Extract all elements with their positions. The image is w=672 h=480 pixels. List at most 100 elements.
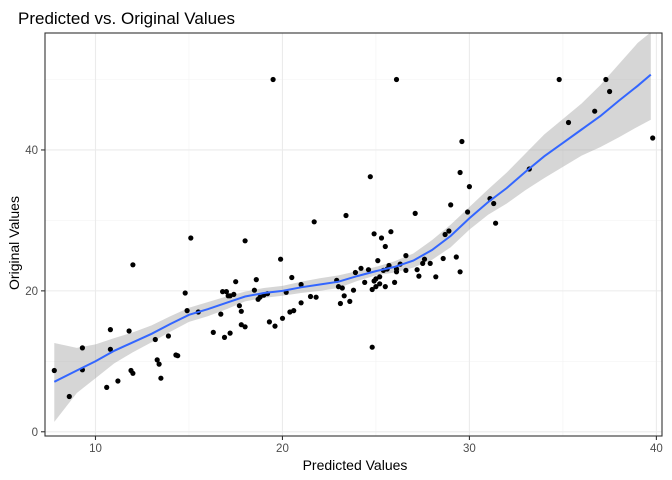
data-point <box>115 378 121 384</box>
x-tick-label: 20 <box>276 443 289 455</box>
data-point <box>603 76 609 83</box>
data-point <box>231 291 237 297</box>
data-point <box>421 256 428 262</box>
data-point <box>371 231 377 237</box>
data-point <box>266 319 272 325</box>
data-point <box>233 279 239 285</box>
data-point <box>257 294 263 300</box>
data-point <box>188 235 194 241</box>
data-point <box>242 238 248 244</box>
data-point <box>152 336 158 343</box>
x-tick-label: 30 <box>463 443 476 455</box>
data-point <box>236 303 242 309</box>
y-tick-label: 20 <box>25 286 38 298</box>
data-point <box>291 308 297 314</box>
data-point <box>367 174 373 180</box>
data-point <box>442 231 448 238</box>
data-point <box>130 370 136 376</box>
data-point <box>107 346 113 352</box>
data-point <box>403 267 409 273</box>
data-point <box>158 375 164 381</box>
data-point <box>175 353 181 359</box>
data-point <box>420 260 426 266</box>
data-point <box>289 274 295 281</box>
y-tick-label: 0 <box>32 427 38 439</box>
data-point <box>448 202 454 208</box>
data-point <box>392 279 398 285</box>
data-point <box>242 324 248 330</box>
data-point <box>427 260 433 266</box>
data-point <box>270 76 276 83</box>
data-point <box>373 284 379 290</box>
data-point <box>565 119 572 126</box>
data-point <box>433 274 439 280</box>
data-point <box>446 228 452 234</box>
grid-lines <box>45 33 662 436</box>
data-point <box>386 262 392 269</box>
data-point <box>607 88 613 95</box>
data-point <box>154 357 160 363</box>
data-point <box>227 330 233 336</box>
data-point <box>362 279 368 285</box>
data-point <box>403 253 409 259</box>
data-point <box>238 322 244 328</box>
smooth-line <box>53 73 652 383</box>
data-point <box>272 323 278 329</box>
data-point <box>165 333 171 339</box>
data-point <box>298 281 304 288</box>
data-point <box>341 293 347 299</box>
data-point <box>365 267 372 273</box>
data-point <box>66 393 72 400</box>
y-axis-title: Original Values <box>6 196 22 290</box>
data-point <box>393 76 400 83</box>
data-point <box>238 308 244 314</box>
data-point <box>253 277 259 283</box>
data-point <box>218 311 224 317</box>
y-axis: 0 20 40 <box>25 145 45 439</box>
data-point <box>412 210 418 216</box>
data-point <box>220 289 226 295</box>
data-point <box>382 284 388 290</box>
data-point <box>382 243 388 250</box>
data-point <box>104 384 110 390</box>
data-point <box>339 285 345 291</box>
data-point <box>377 281 383 287</box>
data-point <box>493 220 499 226</box>
data-point <box>491 200 497 207</box>
data-point <box>350 287 357 293</box>
data-point <box>210 329 216 335</box>
data-point <box>251 287 257 293</box>
data-point <box>466 184 472 190</box>
data-point <box>298 300 304 306</box>
data-point <box>184 308 190 314</box>
data-point <box>369 344 375 350</box>
data-point <box>51 367 57 374</box>
data-point <box>278 256 284 262</box>
data-point <box>313 294 319 300</box>
x-axis-title: Predicted Values <box>303 457 408 473</box>
data-point <box>457 169 463 176</box>
data-point <box>369 286 375 293</box>
data-point <box>377 274 383 280</box>
data-point <box>182 290 188 296</box>
data-point <box>457 269 463 275</box>
data-point <box>130 262 136 268</box>
data-point <box>556 76 562 83</box>
data-point <box>126 328 132 334</box>
data-point <box>352 269 358 276</box>
x-axis: 10 20 30 40 <box>89 436 663 455</box>
data-point <box>279 315 286 321</box>
data-point <box>414 267 420 273</box>
data-point <box>465 209 471 215</box>
data-point <box>375 258 381 264</box>
data-point <box>107 327 113 333</box>
data-point <box>440 255 446 262</box>
data-point <box>337 300 343 307</box>
data-point <box>378 235 385 241</box>
x-tick-label: 10 <box>89 443 102 455</box>
plot-panel <box>45 33 662 436</box>
panel-border <box>44 32 663 437</box>
data-point <box>459 138 465 145</box>
chart-title: Predicted vs. Original Values <box>18 9 235 28</box>
data-point <box>223 289 229 295</box>
